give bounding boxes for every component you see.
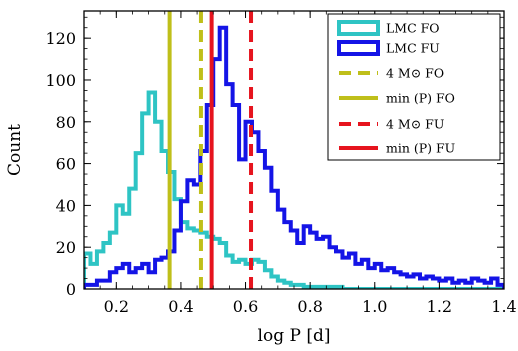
legend-label-vline-0: 4 M⊙ FO: [386, 66, 444, 81]
legend-label-lmc-fo: LMC FO: [386, 21, 440, 36]
legend: LMC FO LMC FU 4 M⊙ FO min (P) FO 4 M⊙ FU min …: [327, 13, 501, 161]
y-tick-label: 40: [56, 196, 76, 215]
x-tick-label: 0.2: [104, 297, 129, 316]
y-tick-label: 0: [66, 280, 76, 299]
x-tick-label: 1.2: [427, 297, 452, 316]
legend-box: [327, 13, 501, 161]
y-axis-title: Count: [5, 124, 25, 176]
y-tick-label: 20: [56, 238, 76, 257]
y-tick-label: 100: [45, 71, 76, 90]
plot-area: [84, 11, 504, 289]
series-lmc-fu-step: [84, 25, 504, 289]
legend-label-vline-3: min (P) FU: [386, 141, 455, 156]
y-tick-label: 120: [45, 29, 76, 48]
legend-label-lmc-fu: LMC FU: [386, 41, 440, 56]
x-tick-label: 1.0: [362, 297, 387, 316]
y-tick-label: 60: [56, 155, 76, 174]
series-lmc-fo-step: [84, 90, 504, 289]
x-tick-label: 0.6: [233, 297, 258, 316]
x-tick-label: 0.8: [297, 297, 322, 316]
x-tick-label: 0.4: [168, 297, 193, 316]
legend-label-vline-1: min (P) FO: [386, 91, 455, 106]
legend-label-vline-2: 4 M⊙ FU: [386, 117, 444, 132]
axis-ticks: [83, 11, 505, 290]
y-tick-labels: 0 20 40 60 80 100 120: [45, 29, 76, 299]
x-axis-title: log P [d]: [258, 326, 331, 346]
x-tick-labels: 0.2 0.4 0.6 0.8 1.0 1.2 1.4: [104, 297, 517, 316]
y-tick-label: 80: [56, 113, 76, 132]
legend-swatch-lmc-fu: [337, 40, 380, 56]
legend-swatch-lmc-fo: [337, 20, 380, 36]
x-tick-label: 1.4: [491, 297, 516, 316]
